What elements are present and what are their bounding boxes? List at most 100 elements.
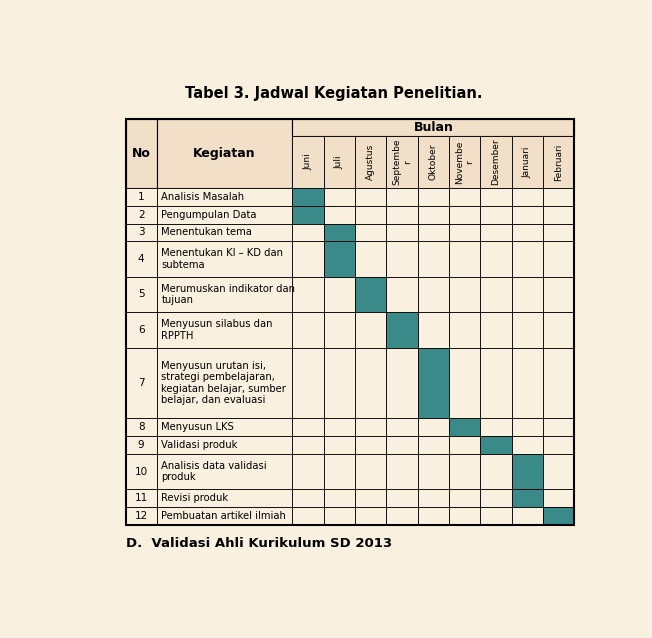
- Bar: [126, 419, 156, 436]
- Bar: [449, 277, 481, 312]
- Bar: [126, 507, 156, 524]
- Text: Menyusun urutan isi,
strategi pembelajaran,
kegiatan belajar, sumber
belajar, da: Menyusun urutan isi, strategi pembelajar…: [161, 360, 286, 405]
- Bar: [449, 224, 481, 241]
- Bar: [126, 188, 156, 206]
- Text: 7: 7: [138, 378, 145, 388]
- Bar: [387, 277, 418, 312]
- Bar: [449, 312, 481, 348]
- Bar: [292, 224, 323, 241]
- Bar: [418, 507, 449, 524]
- Bar: [292, 119, 574, 136]
- Text: 9: 9: [138, 440, 145, 450]
- Bar: [323, 489, 355, 507]
- Bar: [481, 277, 512, 312]
- Text: Merumuskan indikator dan
tujuan: Merumuskan indikator dan tujuan: [161, 284, 295, 305]
- Bar: [481, 489, 512, 507]
- Bar: [449, 454, 481, 489]
- Bar: [292, 206, 323, 224]
- Bar: [543, 277, 574, 312]
- Bar: [156, 224, 292, 241]
- Bar: [323, 507, 355, 524]
- Text: Novembe
r: Novembe r: [455, 140, 475, 184]
- Bar: [126, 241, 156, 277]
- Bar: [292, 277, 323, 312]
- Bar: [292, 507, 323, 524]
- Bar: [481, 312, 512, 348]
- Text: 5: 5: [138, 290, 145, 299]
- Bar: [323, 348, 355, 419]
- Bar: [355, 489, 387, 507]
- Bar: [543, 348, 574, 419]
- Bar: [449, 206, 481, 224]
- Bar: [481, 224, 512, 241]
- Bar: [481, 348, 512, 419]
- Bar: [323, 241, 355, 277]
- Bar: [543, 206, 574, 224]
- Bar: [418, 136, 449, 188]
- Bar: [323, 436, 355, 454]
- Text: Menentukan KI – KD dan
subtema: Menentukan KI – KD dan subtema: [161, 248, 284, 270]
- Bar: [449, 348, 481, 419]
- Text: Februari: Februari: [554, 144, 563, 181]
- Bar: [418, 489, 449, 507]
- Bar: [156, 312, 292, 348]
- Bar: [156, 348, 292, 419]
- Bar: [512, 241, 543, 277]
- Bar: [481, 419, 512, 436]
- Bar: [387, 241, 418, 277]
- Bar: [481, 136, 512, 188]
- Bar: [126, 206, 156, 224]
- Text: Pengumpulan Data: Pengumpulan Data: [161, 210, 257, 219]
- Bar: [355, 348, 387, 419]
- Bar: [292, 419, 323, 436]
- Text: 4: 4: [138, 254, 145, 264]
- Bar: [387, 454, 418, 489]
- Bar: [449, 136, 481, 188]
- Bar: [512, 206, 543, 224]
- Bar: [387, 348, 418, 419]
- Text: 10: 10: [134, 466, 148, 477]
- Bar: [156, 241, 292, 277]
- Bar: [323, 454, 355, 489]
- Text: Menyusun LKS: Menyusun LKS: [161, 422, 234, 433]
- Bar: [418, 241, 449, 277]
- Bar: [156, 489, 292, 507]
- Bar: [355, 419, 387, 436]
- Bar: [512, 489, 543, 507]
- Bar: [292, 312, 323, 348]
- Bar: [355, 224, 387, 241]
- Bar: [355, 188, 387, 206]
- Bar: [418, 436, 449, 454]
- Bar: [512, 454, 543, 489]
- Bar: [323, 188, 355, 206]
- Bar: [543, 224, 574, 241]
- Bar: [126, 224, 156, 241]
- Text: Validasi produk: Validasi produk: [161, 440, 238, 450]
- Bar: [292, 241, 323, 277]
- Bar: [418, 348, 449, 419]
- Bar: [481, 206, 512, 224]
- Bar: [512, 277, 543, 312]
- Text: Menyusun silabus dan
RPPTH: Menyusun silabus dan RPPTH: [161, 319, 273, 341]
- Bar: [387, 489, 418, 507]
- Bar: [126, 489, 156, 507]
- Bar: [543, 188, 574, 206]
- Text: D.  Validasi Ahli Kurikulum SD 2013: D. Validasi Ahli Kurikulum SD 2013: [126, 537, 392, 550]
- Bar: [512, 312, 543, 348]
- Bar: [418, 419, 449, 436]
- Bar: [418, 206, 449, 224]
- Bar: [418, 188, 449, 206]
- Bar: [156, 277, 292, 312]
- Text: Januari: Januari: [523, 146, 532, 178]
- Bar: [355, 206, 387, 224]
- Bar: [418, 312, 449, 348]
- Text: 1: 1: [138, 192, 145, 202]
- Bar: [387, 206, 418, 224]
- Bar: [126, 454, 156, 489]
- Bar: [543, 312, 574, 348]
- Bar: [126, 119, 156, 188]
- Bar: [449, 241, 481, 277]
- Bar: [449, 419, 481, 436]
- Text: Kegiatan: Kegiatan: [193, 147, 256, 160]
- Bar: [512, 136, 543, 188]
